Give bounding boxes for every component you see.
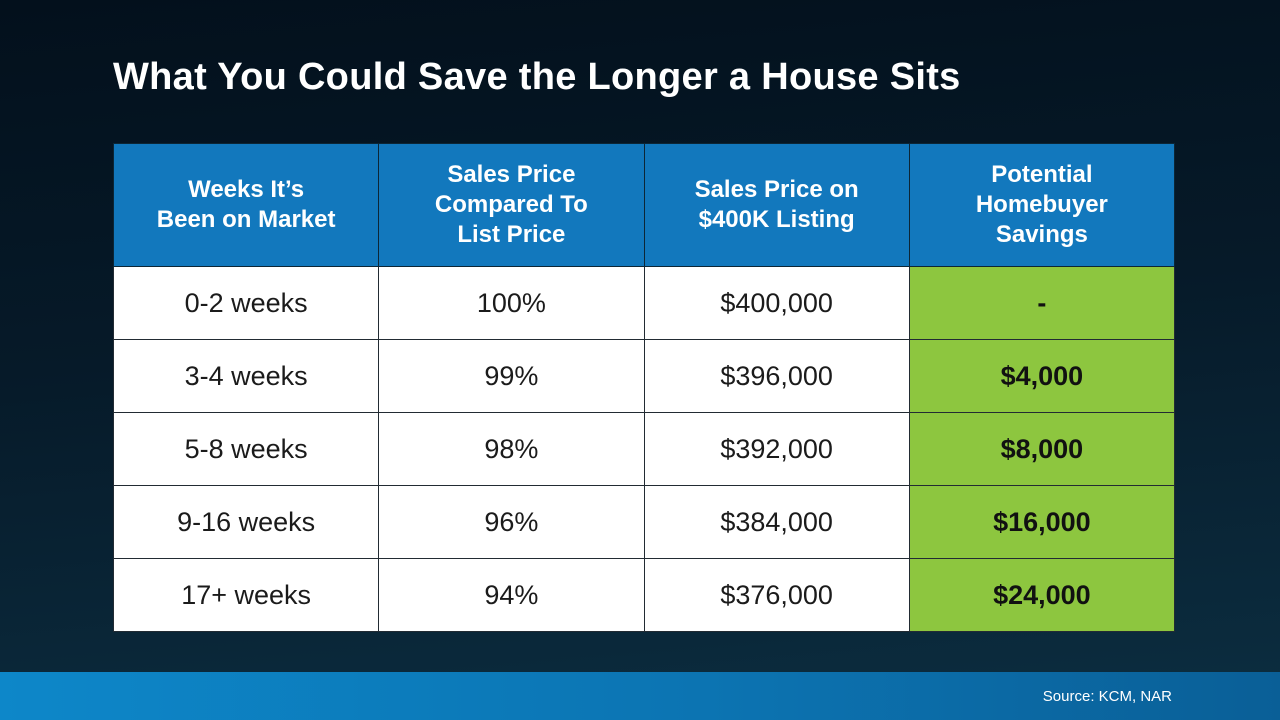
cell-weeks: 0-2 weeks xyxy=(112,266,380,340)
table-header-row: Weeks It’s Been on Market Sales Price Co… xyxy=(112,143,1176,267)
table-row: 5-8 weeks 98% $392,000 $8,000 xyxy=(112,412,1176,486)
cell-weeks: 9-16 weeks xyxy=(112,485,380,559)
table-row: 9-16 weeks 96% $384,000 $16,000 xyxy=(112,485,1176,559)
header-potential-savings: Potential Homebuyer Savings xyxy=(908,143,1176,267)
cell-price-pct: 100% xyxy=(378,266,645,340)
cell-savings: $4,000 xyxy=(908,339,1176,413)
savings-table: Weeks It’s Been on Market Sales Price Co… xyxy=(112,143,1176,632)
cell-weeks: 5-8 weeks xyxy=(112,412,380,486)
header-sales-price-vs-list: Sales Price Compared To List Price xyxy=(378,143,645,267)
footer-bar: Source: KCM, NAR xyxy=(0,672,1280,720)
table-head: Weeks It’s Been on Market Sales Price Co… xyxy=(112,143,1176,267)
cell-sale-price: $400,000 xyxy=(643,266,910,340)
cell-price-pct: 94% xyxy=(378,558,645,632)
source-label: Source: KCM, NAR xyxy=(1042,687,1172,705)
cell-sale-price: $384,000 xyxy=(643,485,910,559)
header-sales-price-400k: Sales Price on $400K Listing xyxy=(643,143,910,267)
table-row: 0-2 weeks 100% $400,000 - xyxy=(112,266,1176,340)
cell-sale-price: $396,000 xyxy=(643,339,910,413)
cell-sale-price: $392,000 xyxy=(643,412,910,486)
cell-weeks: 3-4 weeks xyxy=(112,339,380,413)
cell-savings: - xyxy=(908,266,1176,340)
slide-title: What You Could Save the Longer a House S… xyxy=(113,56,961,98)
cell-savings: $16,000 xyxy=(908,485,1176,559)
cell-savings: $8,000 xyxy=(908,412,1176,486)
cell-savings: $24,000 xyxy=(908,558,1176,632)
cell-sale-price: $376,000 xyxy=(643,558,910,632)
table-row: 17+ weeks 94% $376,000 $24,000 xyxy=(112,558,1176,632)
table-body: 0-2 weeks 100% $400,000 - 3-4 weeks 99% … xyxy=(112,266,1176,632)
cell-price-pct: 96% xyxy=(378,485,645,559)
header-weeks-on-market: Weeks It’s Been on Market xyxy=(112,143,380,267)
table-row: 3-4 weeks 99% $396,000 $4,000 xyxy=(112,339,1176,413)
cell-price-pct: 98% xyxy=(378,412,645,486)
cell-price-pct: 99% xyxy=(378,339,645,413)
cell-weeks: 17+ weeks xyxy=(112,558,380,632)
